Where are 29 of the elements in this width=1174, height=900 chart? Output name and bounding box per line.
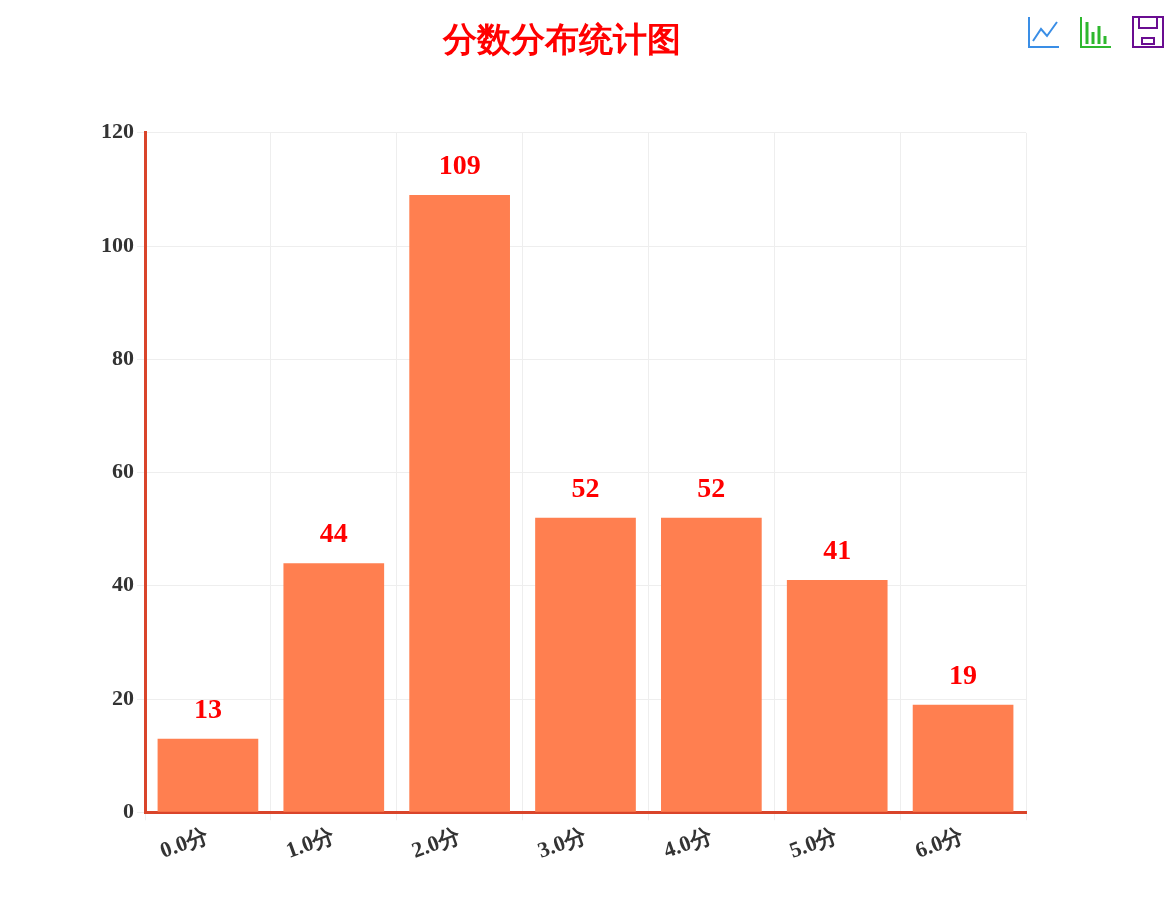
y-tick-label: 0 [123, 797, 134, 823]
data-label: 109 [438, 149, 481, 181]
bar [786, 580, 888, 812]
data-label: 41 [823, 534, 852, 566]
bar [409, 195, 510, 812]
x-tick-label: 5.0分 [785, 821, 842, 863]
bar [912, 704, 1014, 812]
x-tick-label: 2.0分 [408, 821, 465, 863]
y-tick-label: 80 [112, 344, 134, 370]
y-tick-label: 40 [112, 571, 134, 597]
x-tick-label: 4.0分 [659, 821, 716, 863]
data-label: 52 [697, 472, 726, 504]
bar [157, 738, 259, 812]
data-label: 44 [319, 517, 348, 549]
x-tick-label: 3.0分 [534, 821, 591, 863]
x-tick-label: 6.0分 [911, 821, 968, 863]
bar [535, 517, 636, 812]
chart-title: 分数分布统计图 [442, 21, 681, 59]
y-tick-label: 20 [112, 684, 134, 710]
data-label: 13 [193, 692, 222, 724]
x-tick-label: 1.0分 [282, 821, 339, 863]
y-tick-label: 100 [101, 231, 134, 257]
data-label: 52 [571, 472, 600, 504]
y-tick-label: 60 [112, 458, 134, 484]
bar [661, 517, 762, 812]
y-tick-label: 120 [101, 118, 134, 144]
bar [283, 563, 385, 812]
x-tick-label: 0.0分 [156, 821, 213, 863]
data-label: 19 [949, 658, 978, 690]
